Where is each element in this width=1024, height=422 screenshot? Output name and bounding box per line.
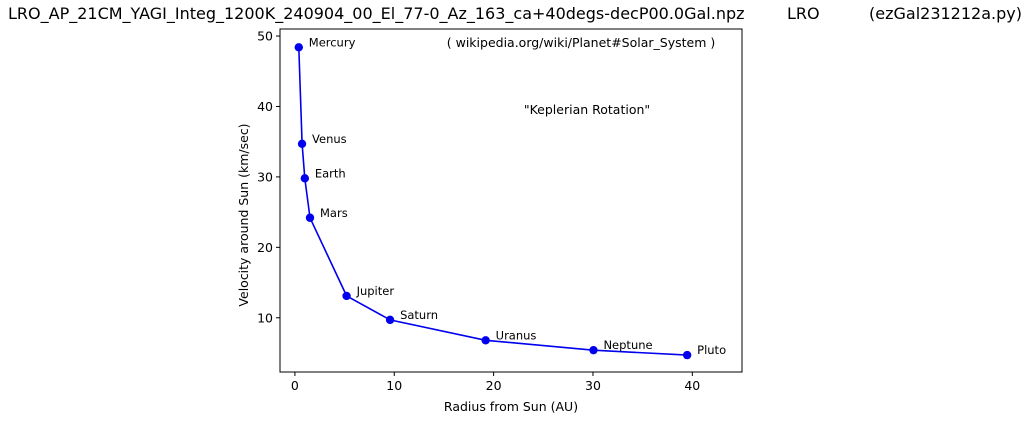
x-tick-label-30: 30 xyxy=(585,378,601,393)
data-point-venus xyxy=(297,139,307,149)
point-label-mercury: Mercury xyxy=(309,35,356,49)
data-point-jupiter xyxy=(342,291,351,301)
y-tick-label-20: 20 xyxy=(257,240,273,255)
data-point-saturn xyxy=(385,315,395,325)
point-label-uranus: Uranus xyxy=(496,328,537,342)
y-axis-label: Velocity around Sun (km/sec) xyxy=(236,123,251,306)
y-tick-label-30: 30 xyxy=(257,169,273,184)
x-axis-label: Radius from Sun (AU) xyxy=(444,399,578,414)
point-label-neptune: Neptune xyxy=(603,338,652,352)
point-label-saturn: Saturn xyxy=(400,308,438,322)
source-annotation: ( wikipedia.org/wiki/Planet#Solar_System… xyxy=(447,35,715,50)
data-point-mercury xyxy=(294,43,303,52)
point-label-mars: Mars xyxy=(320,206,348,220)
x-tick-label-10: 10 xyxy=(386,378,402,393)
plot-frame xyxy=(279,28,743,373)
x-tick-label-20: 20 xyxy=(486,378,502,393)
axes: 0 10 20 30 40 10 20 30 40 50 xyxy=(257,29,700,393)
series-line xyxy=(298,47,688,356)
filename-title: LRO_AP_21CM_YAGI_Integ_1200K_240904_00_E… xyxy=(8,4,745,23)
point-label-jupiter: Jupiter xyxy=(356,284,395,298)
y-tick-label-10: 10 xyxy=(257,310,273,325)
x-tick-label-40: 40 xyxy=(684,378,700,393)
site-label: LRO xyxy=(787,4,820,23)
data-point-uranus xyxy=(481,336,490,345)
plot-marks: Mercury Venus Earth Mars Jupiter Saturn Uranus… xyxy=(294,35,726,360)
y-tick-label-40: 40 xyxy=(257,99,273,114)
keplerian-annotation: "Keplerian Rotation" xyxy=(524,102,650,117)
point-label-venus: Venus xyxy=(312,132,347,146)
data-point-neptune xyxy=(589,345,598,355)
data-point-earth xyxy=(300,174,310,183)
point-label-earth: Earth xyxy=(315,166,346,180)
data-point-pluto xyxy=(682,350,692,360)
x-tick-label-0: 0 xyxy=(291,378,299,393)
point-label-pluto: Pluto xyxy=(697,343,726,357)
y-tick-label-50: 50 xyxy=(257,29,273,44)
data-point-mars xyxy=(305,213,315,222)
script-label: (ezGal231212a.py) xyxy=(869,4,1022,23)
